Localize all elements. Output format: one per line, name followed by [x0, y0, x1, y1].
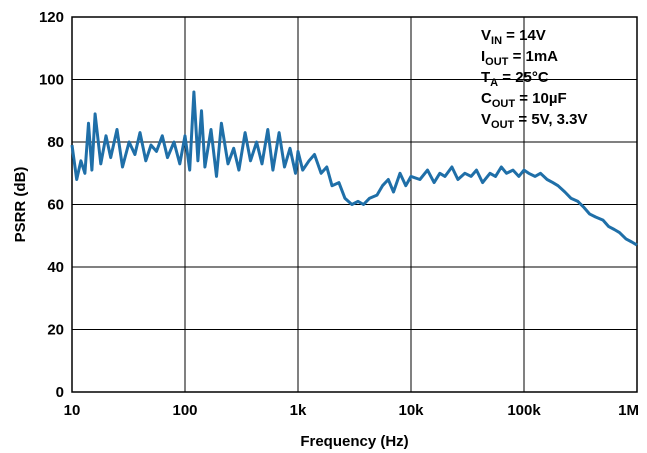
y-axis-title: PSRR (dB)	[12, 167, 29, 243]
x-axis-title: Frequency (Hz)	[300, 433, 408, 450]
condition-line: VOUT = 5V, 3.3V	[481, 111, 588, 131]
y-tick-label: 60	[47, 197, 64, 214]
condition-line: COUT = 10µF	[481, 90, 567, 110]
x-tick-label: 1k	[290, 402, 307, 419]
condition-line: VIN = 14V	[481, 27, 546, 47]
psrr-series-line	[70, 90, 638, 247]
y-tick-label: 120	[39, 9, 64, 26]
x-tick-label: 1M	[618, 402, 639, 419]
y-tick-label: 80	[47, 134, 64, 151]
condition-line: TA = 25°C	[481, 69, 549, 89]
y-tick-label: 0	[56, 384, 64, 401]
x-tick-label: 100k	[507, 402, 541, 419]
condition-line: IOUT = 1mA	[481, 48, 558, 68]
series-layer	[70, 90, 638, 247]
plot-frame	[71, 16, 638, 393]
y-tick-label: 20	[47, 322, 64, 339]
x-tick-label: 10k	[398, 402, 424, 419]
x-tick-label: 10	[64, 402, 81, 419]
x-tick-label: 100	[172, 402, 197, 419]
y-axis-ticks: 0 20 40 60 80 100 120	[39, 9, 64, 401]
x-axis-ticks: 10 100 1k 10k 100k 1M	[64, 402, 639, 419]
y-tick-label: 100	[39, 72, 64, 89]
y-tick-label: 40	[47, 259, 64, 276]
